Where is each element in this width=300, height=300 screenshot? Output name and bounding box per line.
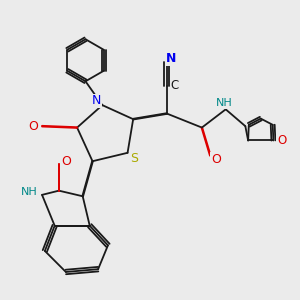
Text: O: O — [28, 120, 38, 133]
Text: O: O — [277, 134, 286, 147]
Text: N: N — [166, 52, 176, 65]
Text: C: C — [171, 79, 179, 92]
Text: N: N — [92, 94, 101, 107]
Text: O: O — [61, 155, 71, 168]
Text: S: S — [130, 152, 139, 165]
Text: O: O — [211, 153, 221, 166]
Text: NH: NH — [216, 98, 233, 108]
Text: NH: NH — [21, 187, 38, 197]
